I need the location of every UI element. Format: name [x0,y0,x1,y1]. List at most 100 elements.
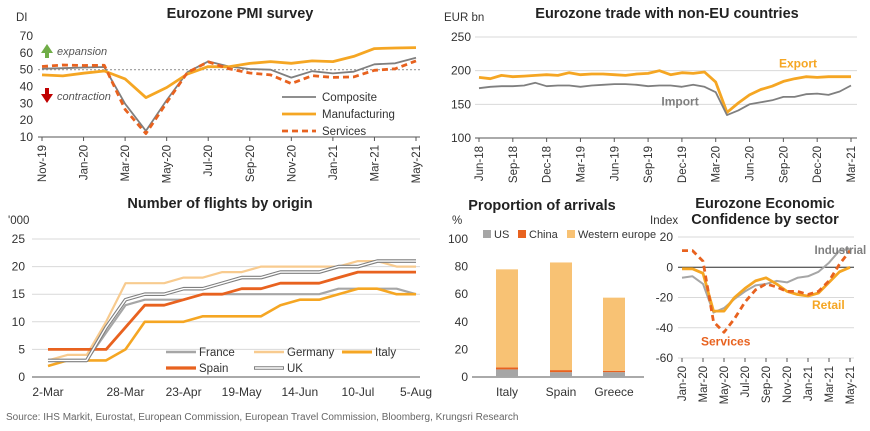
trade-y-tick-label: 250 [451,30,471,44]
arrivals-legend-swatch-western_europe [567,230,575,238]
arrivals-bar-us [550,372,572,377]
confidence-y-unit: Index [650,215,679,227]
trade-x-tick-label: Jun-18 [474,146,486,181]
pmi-x-tick-label: Jan-21 [328,145,340,180]
flights-x-tick-label: 19-May [222,385,262,399]
trade-y-tick-label: 150 [451,97,471,111]
arrivals-bar-western_europe [550,262,572,371]
confidence-x-tick-label: Sep-20 [761,366,773,403]
trade-series-line-export [478,69,851,114]
arrivals-x-tick-label: Italy [496,385,518,399]
trade-series-line-import [478,81,852,116]
confidence-x-tick-label: Mar-21 [824,366,836,402]
flights-legend-label-uk: UK [287,363,303,375]
arrivals-chart: 0 20 40 60 80 100 Italy Spain Greece US China Weste… [448,229,656,399]
pmi-x-tick-label: May-21 [411,145,423,183]
arrivals-bar-china [496,367,518,370]
confidence-series-label-retail: Retail [812,298,845,312]
confidence-chart-title-line2: Confidence by sector [691,212,839,228]
arrivals-bar-us [603,372,625,377]
flights-y-tick-label: 25 [12,232,26,246]
pmi-y-tick-label: 20 [20,113,34,127]
trade-series-label-import: Import [661,95,698,109]
confidence-x-tick-label: Mar-20 [698,366,710,402]
confidence-x-tick-label: Jan-20 [677,366,689,401]
pmi-x-tick-label: Nov-20 [286,145,298,182]
pmi-annotation-expansion: expansion [57,46,107,58]
pmi-x-tick-label: Jul-20 [203,145,215,176]
flights-chart: 0 5 10 15 20 25 2-Mar 28-Mar 23-Apr 19-May 14-Jun 1… [12,232,432,399]
trade-x-tick-label: Dec-20 [812,146,824,183]
arrivals-legend-label-china: China [529,229,559,241]
trade-x-tick-label: Mar-21 [846,146,858,182]
trade-x-tick-label: Mar-20 [711,146,723,182]
flights-y-tick-label: 0 [18,370,25,384]
confidence-x-tick-label: Nov-20 [782,366,794,403]
flights-legend-label-spain: Spain [199,363,228,375]
pmi-chart-panel: Eurozone PMI survey DI 10 20 30 40 50 60 70 Nov… [0,0,432,196]
confidence-x-tick-label: May-21 [845,366,857,404]
arrivals-legend-label-western_europe: Western europe [578,229,656,241]
pmi-legend-label-manufacturing: Manufacturing [322,109,395,121]
pmi-x-tick-label: Nov-19 [37,145,49,182]
flights-legend-label-france: France [199,347,235,359]
trade-x-tick-label: Jun-19 [609,146,621,181]
flights-series-line-inner-uk [48,260,416,362]
arrivals-bar-china [603,370,625,373]
confidence-y-tick-label: 0 [666,260,673,274]
trade-x-tick-label: Sep-18 [508,146,520,183]
confidence-x-tick-label: May-20 [719,366,731,404]
arrivals-legend-label-us: US [494,229,509,241]
trade-x-tick-label: Mar-19 [575,146,587,182]
flights-y-tick-label: 20 [12,260,26,274]
trade-x-tick-label: Sep-20 [778,146,790,183]
arrivals-legend-swatch-us [483,230,491,238]
confidence-series-label-services: Services [701,334,751,348]
pmi-x-tick-label: Jan-20 [79,145,91,180]
confidence-y-tick-label: -20 [656,291,674,305]
pmi-series-line-services [41,59,417,135]
flights-legend-label-italy: Italy [375,347,396,359]
flights-x-tick-label: 14-Jun [281,385,318,399]
flights-series-line-uk [48,259,416,363]
arrivals-y-tick-label: 80 [455,260,469,274]
arrivals-y-tick-label: 40 [455,315,469,329]
arrivals-y-tick-label: 0 [461,370,468,384]
arrivals-bar-us [496,369,518,377]
flights-y-unit: '000 [8,215,30,227]
flights-x-tick-label: 2-Mar [32,385,63,399]
flights-series-line-spain [48,270,416,351]
arrivals-y-tick-label: 100 [448,232,468,246]
pmi-y-tick-label: 40 [20,80,34,94]
arrivals-legend-swatch-china [518,230,526,238]
flights-series-line-germany [47,260,416,362]
flights-chart-panel: Number of flights by origin '000 0 5 10 15 2… [0,196,432,411]
confidence-series-line-services [682,249,852,334]
confidence-y-tick-label: -60 [656,351,674,365]
flights-chart-title: Number of flights by origin [127,196,313,212]
confidence-chart-title-line1: Eurozone Economic [695,196,835,212]
pmi-x-tick-label: Mar-21 [369,145,381,181]
arrivals-chart-panel: Proportion of arrivals % 0 20 40 60 80 100 Ita… [432,196,656,411]
flights-y-tick-label: 15 [12,287,26,301]
arrivals-bar-western_europe [496,269,518,368]
trade-x-tick-label: Dec-18 [542,146,554,183]
flights-x-tick-label: 23-Apr [166,385,202,399]
trade-chart-title: Eurozone trade with non-EU countries [535,6,799,22]
trade-chart-panel: Eurozone trade with non-EU countries EUR… [432,0,870,196]
arrivals-y-tick-label: 60 [455,287,469,301]
trade-x-tick-label: Dec-19 [677,146,689,183]
pmi-legend-label-services: Services [322,126,366,138]
flights-x-tick-label: 10-Jul [342,385,375,399]
flights-y-tick-label: 10 [12,315,26,329]
trade-chart: 100 150 200 250 Jun-18 Sep-18 Dec-18 Mar-19 Jun-… [451,30,858,183]
trade-x-tick-label: Jun-20 [745,146,757,181]
pmi-chart-title: Eurozone PMI survey [166,6,314,22]
contraction-arrow-icon [41,88,53,103]
trade-y-unit: EUR bn [444,12,485,24]
source-note: Source: IHS Markit, Eurostat, European C… [6,412,519,423]
confidence-chart-panel: Eurozone Economic Confidence by sector I… [650,196,870,411]
confidence-x-tick-label: Jan-21 [803,366,815,401]
pmi-chart: 10 20 30 40 50 60 70 Nov-19 Jan-20 Mar-20 May-20 Ju… [20,29,423,183]
trade-x-tick-label: Sep-19 [643,146,655,183]
